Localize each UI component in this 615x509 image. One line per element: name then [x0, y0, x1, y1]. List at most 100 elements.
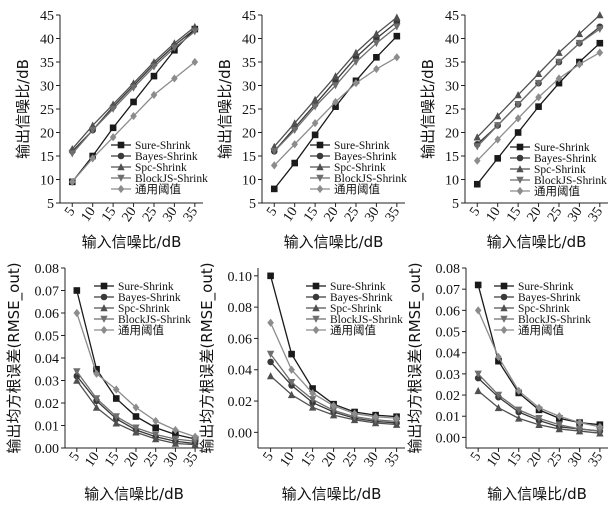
- x-tick-label: 20: [525, 450, 545, 470]
- y-tick-label: 0.02: [436, 389, 461, 404]
- x-tick-label: 20: [122, 450, 142, 470]
- legend-swatch-marker: [316, 184, 324, 194]
- data-point: [331, 72, 340, 80]
- data-point: [555, 421, 564, 429]
- legend-swatch-marker: [312, 315, 320, 323]
- x-tick-label: 10: [83, 450, 103, 470]
- data-point: [329, 407, 338, 415]
- y-tick-label: 0.00: [436, 431, 461, 446]
- x-tick-label: 15: [504, 205, 524, 225]
- y-tick-label: 45: [445, 9, 459, 24]
- legend-label: 通用阈值: [518, 323, 564, 337]
- x-tick-label: 30: [160, 205, 180, 225]
- data-point: [474, 306, 482, 315]
- x-axis-title: 输入信噪比/dB: [82, 233, 182, 251]
- data-point: [556, 412, 563, 421]
- legend-swatch-marker: [500, 293, 508, 301]
- x-tick-label: 10: [278, 450, 298, 470]
- data-point: [473, 156, 481, 165]
- data-point: [308, 403, 317, 411]
- legend-label: Spc-Shrink: [118, 303, 170, 315]
- series-line: [476, 28, 601, 148]
- y-tick-label: 5: [452, 197, 459, 212]
- data-point: [287, 390, 296, 399]
- data-point: [270, 161, 278, 170]
- y-tick-label: 25: [242, 103, 256, 118]
- data-point: [494, 403, 503, 412]
- data-point: [493, 122, 502, 130]
- data-point: [555, 74, 563, 83]
- x-tick-label: 35: [586, 450, 606, 470]
- data-point: [132, 413, 140, 420]
- y-tick-label: 30: [242, 80, 256, 95]
- legend: Sure-ShrinkBayes-ShrinkSpc-ShrinkBlockJS…: [310, 140, 407, 196]
- data-point: [535, 415, 543, 423]
- data-point: [393, 23, 401, 31]
- series-3: [73, 376, 199, 448]
- x-tick-label: 10: [79, 205, 99, 225]
- y-axis-title: 输出均方根误差(RMSE_out): [406, 262, 425, 453]
- legend-swatch-marker: [100, 315, 108, 323]
- data-point: [329, 411, 338, 419]
- data-point: [130, 111, 137, 121]
- legend-swatch-marker: [312, 282, 320, 290]
- data-point: [68, 150, 76, 158]
- data-point: [150, 90, 158, 99]
- y-tick-label: 0.07: [35, 285, 60, 300]
- data-point: [373, 64, 380, 74]
- data-point: [474, 281, 482, 289]
- legend-label: BlockJS-Shrink: [534, 175, 607, 187]
- y-tick-label: 0.06: [436, 304, 461, 319]
- data-point: [473, 143, 481, 151]
- x-tick-label: 25: [341, 450, 361, 470]
- legend-swatch-marker: [516, 165, 524, 173]
- data-point: [495, 357, 502, 365]
- x-tick-label: 10: [484, 205, 504, 225]
- x-tick-label: 5: [67, 450, 83, 464]
- data-point: [330, 401, 337, 410]
- legend-swatch-marker: [117, 174, 125, 182]
- data-point: [352, 79, 360, 88]
- data-point: [150, 72, 158, 80]
- data-point: [535, 103, 542, 110]
- legend-label: BlockJS-Shrink: [334, 173, 407, 185]
- data-point: [171, 439, 180, 447]
- data-point: [514, 129, 522, 136]
- legend-label: Bayes-Shrink: [118, 292, 181, 304]
- x-tick-label: 30: [161, 450, 181, 470]
- y-tick-label: 0.00: [35, 442, 60, 457]
- data-point: [372, 29, 381, 38]
- data-point: [267, 318, 274, 327]
- data-point: [93, 369, 100, 378]
- legend-label: BlockJS-Shrink: [330, 314, 403, 326]
- legend-label: Bayes-Shrink: [534, 153, 597, 165]
- y-tick-label: 40: [445, 33, 459, 48]
- y-tick-label: 15: [445, 150, 459, 165]
- data-point: [191, 437, 199, 446]
- data-point: [393, 414, 400, 423]
- legend: Sure-ShrinkBayes-ShrinkSpc-ShrinkBlockJS…: [510, 142, 607, 198]
- legend-swatch-marker: [316, 152, 324, 160]
- legend-swatch-marker: [516, 143, 524, 151]
- data-point: [352, 48, 360, 56]
- data-point: [109, 124, 117, 132]
- data-point: [291, 159, 298, 167]
- data-point: [514, 91, 522, 99]
- x-tick-label: 35: [383, 450, 403, 470]
- legend-swatch-marker: [117, 163, 125, 171]
- x-tick-label: 20: [322, 205, 342, 225]
- data-point: [309, 389, 316, 398]
- legend-label: BlockJS-Shrink: [518, 314, 591, 326]
- legend-label: Sure-Shrink: [518, 281, 574, 293]
- data-point: [351, 409, 358, 418]
- y-tick-label: 20: [242, 127, 256, 142]
- data-point: [311, 119, 319, 128]
- y-tick-label: 0.04: [35, 352, 60, 367]
- series-4: [270, 23, 401, 156]
- x-tick-label: 15: [102, 450, 122, 470]
- y-tick-label: 0.08: [228, 301, 253, 316]
- series-5: [473, 48, 604, 165]
- y-tick-label: 20: [40, 127, 54, 142]
- x-axis-title: 输入信噪比/dB: [487, 233, 587, 251]
